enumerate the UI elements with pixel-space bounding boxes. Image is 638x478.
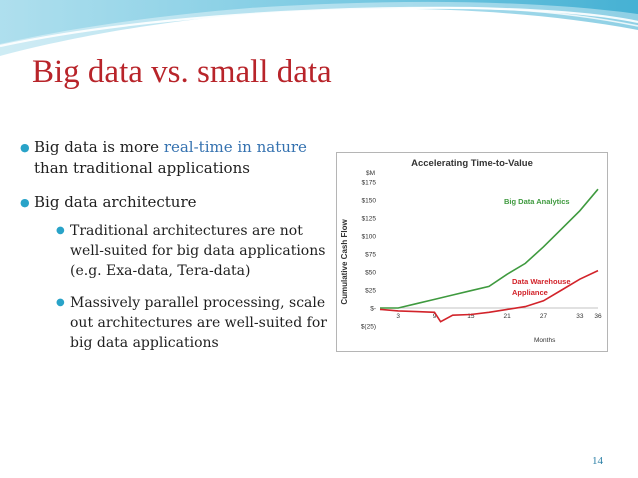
bullet-highlight: real-time in nature: [163, 138, 307, 156]
bullet-text-prefix: Big data is more: [34, 138, 164, 156]
x-tick-label: 3: [396, 313, 400, 320]
y-tick-label: $(25): [361, 324, 376, 331]
series-label-data-warehouse-line1: Data Warehouse: [512, 277, 571, 286]
bullet-text-suffix: than traditional applications: [34, 159, 250, 177]
x-tick-label: 21: [504, 313, 512, 320]
x-axis-label: Months: [534, 337, 556, 344]
x-axis-ticks: 3 9 15 21 27 33 36: [396, 313, 602, 320]
y-tick-label: $50: [365, 270, 376, 277]
y-axis-ticks: $175 $150 $125 $100 $75 $50 $25 $- $(25): [361, 180, 377, 331]
x-tick-label: 33: [576, 313, 584, 320]
sub-bullet-traditional-text: Traditional architectures are not well-s…: [70, 223, 326, 279]
cash-flow-chart: Accelerating Time-to-Value $M Cumulative…: [336, 152, 608, 352]
y-tick-label: $150: [362, 198, 377, 205]
x-tick-label: 36: [594, 313, 602, 320]
y-tick-label: $25: [365, 288, 376, 295]
bullet-architecture: ● Big data architecture: [20, 192, 335, 213]
slide-title: Big data vs. small data: [32, 54, 332, 90]
bullet-architecture-text: Big data architecture: [34, 193, 197, 211]
bullet-marker-icon: ●: [56, 297, 65, 308]
y-tick-label: $75: [365, 252, 376, 259]
y-tick-label: $-: [370, 306, 376, 313]
y-tick-label: $175: [362, 180, 377, 187]
chart-title: Accelerating Time-to-Value: [411, 158, 533, 169]
y-tick-label: $125: [362, 216, 377, 223]
sub-bullet-mpp: ● Massively parallel processing, scale o…: [56, 293, 335, 353]
y-axis-label: Cumulative Cash Flow: [340, 219, 349, 305]
bullet-realtime: ● Big data is more real-time in nature t…: [20, 137, 335, 179]
header-swoosh-decoration: [0, 0, 638, 56]
bullet-list: ● Big data is more real-time in nature t…: [20, 137, 335, 353]
bullet-marker-icon: ●: [20, 141, 30, 154]
series-line-big-data-analytics: [380, 188, 599, 309]
x-tick-label: 9: [433, 313, 437, 320]
x-tick-label: 15: [467, 313, 475, 320]
bullet-marker-icon: ●: [20, 196, 30, 209]
chart-unit-label: $M: [366, 170, 375, 177]
sub-bullet-mpp-text: Massively parallel processing, scale out…: [70, 295, 327, 351]
sub-bullet-traditional: ● Traditional architectures are not well…: [56, 221, 335, 281]
bullet-marker-icon: ●: [56, 225, 65, 236]
chart-frame: [336, 152, 608, 352]
page-number: 14: [592, 455, 603, 467]
series-label-data-warehouse-line2: Appliance: [512, 288, 548, 297]
y-tick-label: $100: [362, 234, 377, 241]
x-tick-label: 27: [540, 313, 548, 320]
series-line-data-warehouse-appliance: [379, 269, 599, 323]
series-label-big-data-analytics: Big Data Analytics: [504, 197, 570, 206]
